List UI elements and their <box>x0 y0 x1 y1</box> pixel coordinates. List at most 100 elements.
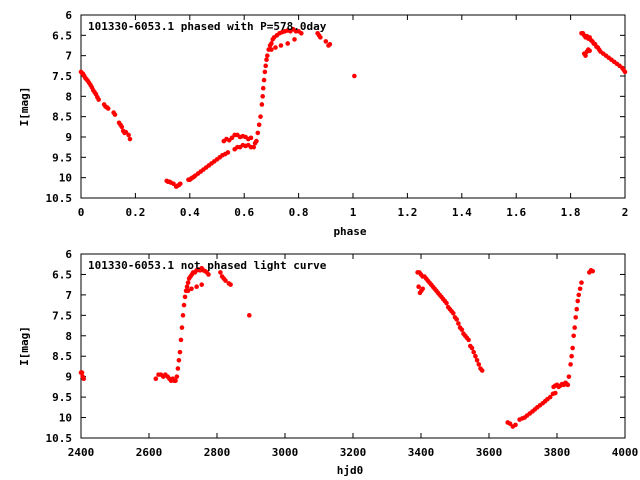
chart-0-x-tick-label: 0.6 <box>234 206 254 219</box>
unphased-light-curve-panel: 2400 2600 2800 3000 3200 3400 3600 3800 4000 6 6.5… <box>18 248 638 477</box>
chart-1-data-point <box>179 325 185 330</box>
chart-1-x-tick-label: 3000 <box>272 446 299 459</box>
chart-0-data-point <box>123 129 129 135</box>
chart-0-data-point <box>265 53 270 58</box>
chart-1-data-point <box>218 270 223 275</box>
chart-0-data-point <box>318 35 323 40</box>
chart-1-data-point <box>566 374 572 379</box>
chart-0-data-point <box>225 150 231 155</box>
chart-0-data-point <box>112 112 118 117</box>
chart-1-data-point <box>185 288 191 294</box>
chart-1-data-point <box>223 278 228 283</box>
chart-0-y-tick-label: 10.5 <box>46 192 73 205</box>
chart-0-data-point <box>587 48 592 54</box>
chart-1-data-point <box>185 280 191 285</box>
chart-1-data-point <box>182 294 188 300</box>
chart-0-y-tick-label: 6 <box>65 9 72 22</box>
chart-0-data-point <box>105 106 111 111</box>
chart-1-data-point <box>454 317 460 322</box>
chart-1-data-point <box>577 286 583 292</box>
chart-0-plot-frame <box>80 14 626 199</box>
chart-0-x-tick-label: 2 <box>622 206 629 219</box>
chart-1-data-point <box>574 306 580 312</box>
chart-0-data-point <box>273 45 278 50</box>
chart-1-x-tick-label: 3400 <box>408 446 435 459</box>
chart-0-y-tick-label: 9 <box>65 131 72 144</box>
chart-1-data-point <box>476 362 482 367</box>
chart-0-data-point <box>177 181 183 187</box>
chart-0-data-point <box>119 124 125 130</box>
chart-1-x-tick-label: 2400 <box>68 446 95 459</box>
chart-1-y-tick-label: 8.5 <box>52 350 72 363</box>
chart-0-title: 101330-6053.1 phased with P=578.0day <box>88 20 327 33</box>
chart-1-data-point <box>456 321 461 326</box>
chart-1-data-point <box>575 298 581 304</box>
chart-0-x-tick-label: 1 <box>350 206 357 219</box>
chart-0-y-tick-label: 8 <box>65 90 72 103</box>
chart-1-data-point <box>576 292 582 298</box>
chart-0-data-point <box>323 39 329 44</box>
chart-1-y-tick-label: 7.5 <box>52 309 72 322</box>
chart-1-x-tick-label: 2800 <box>204 446 231 459</box>
chart-1-data-point <box>178 337 184 343</box>
chart-1-data-point <box>590 268 595 274</box>
chart-0-x-tick-label: 0 <box>78 206 85 219</box>
chart-1-y-tick-label: 8 <box>65 330 72 343</box>
chart-1-y-tick-label: 7 <box>65 289 72 302</box>
chart-1-y-tick-label: 10.5 <box>46 432 73 445</box>
chart-0-data-point <box>260 94 265 99</box>
chart-0-data-point <box>256 122 262 128</box>
chart-1-data-point <box>177 349 183 355</box>
chart-1-data-point <box>228 282 233 287</box>
chart-1-data-point <box>451 310 456 316</box>
chart-1-data-point <box>568 362 573 367</box>
chart-1-x-axis-label: hjd0 <box>337 464 364 477</box>
chart-0-x-tick-label: 1.2 <box>397 206 417 219</box>
chart-1-plot-frame <box>80 253 626 439</box>
chart-0-data-point <box>262 69 268 75</box>
chart-1-data-point <box>569 353 574 359</box>
chart-1-data-point <box>571 333 576 339</box>
chart-1-data-point <box>479 368 485 373</box>
chart-1-data-point <box>469 345 475 351</box>
chart-1-x-tick-label: 3600 <box>476 446 503 459</box>
chart-1-data-point <box>180 313 186 318</box>
chart-0-data-point <box>96 97 101 102</box>
chart-1-data-point <box>199 282 204 287</box>
chart-0-data-point <box>269 47 274 52</box>
chart-0-data-point <box>261 77 267 83</box>
chart-1-data-point <box>507 421 513 426</box>
chart-1-data-point <box>474 358 480 363</box>
chart-0-y-tick-label: 7 <box>65 50 72 63</box>
chart-0-x-tick-label: 1.6 <box>506 206 526 219</box>
chart-0-data-point <box>583 53 588 58</box>
chart-0-y-tick-label: 6.5 <box>52 29 72 42</box>
chart-0-data-point <box>264 57 269 63</box>
chart-1-y-tick-label: 6.5 <box>52 268 72 281</box>
chart-1-data-point <box>553 390 558 396</box>
chart-1-data-point <box>573 315 578 320</box>
chart-0-data-point <box>251 144 257 150</box>
phased-light-curve-panel: 0 0.2 0.4 0.6 0.8 1 1.2 1.4 1.6 1.8 2 6 6.5 7 7.5 8 8.5 9… <box>18 9 628 238</box>
chart-0-data-point <box>229 135 235 141</box>
chart-0-data-point <box>127 136 133 142</box>
chart-1-data-point <box>173 378 178 384</box>
chart-1-data-point <box>181 302 187 308</box>
chart-0-data-point <box>259 102 265 107</box>
chart-1-x-tick-label: 3200 <box>340 446 367 459</box>
chart-0-data-point <box>352 73 357 79</box>
chart-1-data-point <box>420 286 426 292</box>
chart-1-data-point <box>513 422 518 428</box>
chart-0-x-tick-label: 0.2 <box>125 206 145 219</box>
chart-1-data-point <box>206 272 211 277</box>
chart-1-data-point <box>189 286 194 292</box>
chart-0-data-point <box>278 43 284 48</box>
chart-0-y-tick-label: 8.5 <box>52 111 72 124</box>
chart-0-x-axis-label: phase <box>333 225 366 238</box>
chart-0-y-tick-label: 10 <box>59 172 72 185</box>
chart-1-data-point <box>184 284 190 290</box>
chart-1-y-tick-label: 6 <box>65 248 72 261</box>
chart-1-data-point <box>194 284 199 290</box>
chart-1-data-point <box>579 280 584 285</box>
chart-1-data-point <box>79 370 85 375</box>
